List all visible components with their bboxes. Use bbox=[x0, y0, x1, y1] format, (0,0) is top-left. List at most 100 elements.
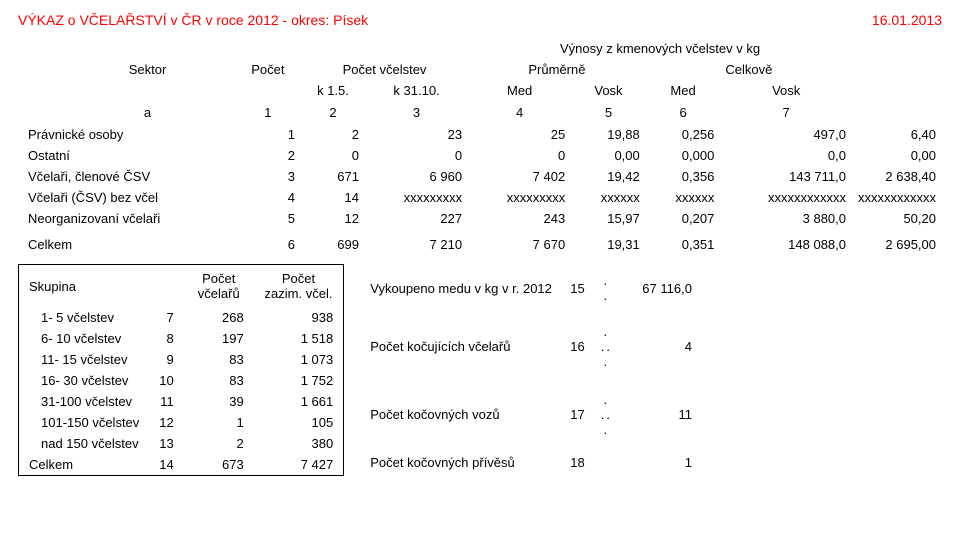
group-table: Skupina Počet včelařů Počet zazim. včel.… bbox=[18, 264, 344, 476]
cell: 7 427 bbox=[254, 454, 344, 476]
group-row: 11- 15 včelstev9831 073 bbox=[19, 349, 344, 370]
report-title: VÝKAZ o VČELAŘSTVÍ v ČR v roce 2012 - ok… bbox=[18, 12, 368, 28]
group-col-count: Počet včelařů bbox=[184, 265, 254, 308]
cell bbox=[593, 448, 620, 476]
cell: 7 bbox=[149, 307, 183, 328]
table-row: Včelaři, členové ČSV36716 9607 40219,420… bbox=[18, 166, 942, 187]
col-k3110: k 31.10. bbox=[365, 80, 468, 101]
cell: 3 bbox=[235, 166, 301, 187]
cell: 14 bbox=[149, 454, 183, 476]
group-row: 31-100 včelstev11391 661 bbox=[19, 391, 344, 412]
cell: 19,88 bbox=[571, 124, 646, 145]
group-row-label: 101-150 včelstev bbox=[19, 412, 150, 433]
cell: 1 bbox=[235, 101, 301, 124]
cell: 10 bbox=[149, 370, 183, 391]
cell: 15 bbox=[562, 264, 592, 312]
cell: 83 bbox=[184, 370, 254, 391]
total-label: Celkem bbox=[18, 229, 235, 260]
group-col-label: Skupina bbox=[19, 265, 184, 308]
group-row: 16- 30 včelstev10831 752 bbox=[19, 370, 344, 391]
cell: 6,40 bbox=[852, 124, 942, 145]
cell: 5 bbox=[571, 101, 646, 124]
stats-row: Vykoupeno medu v kg v r. 201215. .67 116… bbox=[362, 264, 700, 312]
cell: xxxxxxxxxxxx bbox=[720, 187, 852, 208]
row-label: Právnické osoby bbox=[18, 124, 235, 145]
cell: 12 bbox=[301, 208, 365, 229]
cell: 6 bbox=[646, 101, 721, 124]
cell: 0,000 bbox=[646, 145, 721, 166]
cell: 14 bbox=[301, 187, 365, 208]
cell: 2 bbox=[301, 124, 365, 145]
group-total-label: Celkem bbox=[19, 454, 150, 476]
cell: 699 bbox=[301, 229, 365, 260]
cell: 3 880,0 bbox=[720, 208, 852, 229]
row-label: Neorganizovaní včelaři bbox=[18, 208, 235, 229]
row-label: Včelaři, členové ČSV bbox=[18, 166, 235, 187]
cell: 148 088,0 bbox=[720, 229, 852, 260]
cell: 6 960 bbox=[365, 166, 468, 187]
col-avg: Průměrně bbox=[468, 59, 646, 80]
cell: 143 711,0 bbox=[720, 166, 852, 187]
cell: . . bbox=[593, 264, 620, 312]
cell: 0,00 bbox=[571, 145, 646, 166]
cell: xxxxxxxxx bbox=[468, 187, 571, 208]
cell: 380 bbox=[254, 433, 344, 454]
cell: 25 bbox=[468, 124, 571, 145]
stats-label: Počet kočovných přívěsů bbox=[362, 448, 562, 476]
cell: 18 bbox=[562, 448, 592, 476]
group-row-total: Celkem 14 673 7 427 bbox=[19, 454, 344, 476]
cell: 50,20 bbox=[852, 208, 942, 229]
cell: 19,42 bbox=[571, 166, 646, 187]
cell: 2 bbox=[184, 433, 254, 454]
cell: 0 bbox=[365, 145, 468, 166]
cell: a bbox=[60, 101, 235, 124]
cell: 11 bbox=[149, 391, 183, 412]
cell: 7 210 bbox=[365, 229, 468, 260]
cell: 12 bbox=[149, 412, 183, 433]
cell: . .. . bbox=[593, 380, 620, 448]
cell: 9 bbox=[149, 349, 183, 370]
stats-label: Vykoupeno medu v kg v r. 2012 bbox=[362, 264, 562, 312]
group-row: 101-150 včelstev121105 bbox=[19, 412, 344, 433]
col-med1: Med bbox=[468, 80, 571, 101]
row-label: Ostatní bbox=[18, 145, 235, 166]
cell: 6 bbox=[235, 229, 301, 260]
table-row: Právnické osoby12232519,880,256497,06,40 bbox=[18, 124, 942, 145]
group-row-label: 1- 5 včelstev bbox=[19, 307, 150, 328]
cell: 2 638,40 bbox=[852, 166, 942, 187]
col-sector: Sektor bbox=[60, 59, 235, 80]
cell: . .. . bbox=[593, 312, 620, 380]
group-row-label: nad 150 včelstev bbox=[19, 433, 150, 454]
row-label: Včelaři (ČSV) bez včel bbox=[18, 187, 235, 208]
cell: 17 bbox=[562, 380, 592, 448]
group-row: nad 150 včelstev132380 bbox=[19, 433, 344, 454]
cell: 0,207 bbox=[646, 208, 721, 229]
cell: 83 bbox=[184, 349, 254, 370]
yields-header: Výnosy z kmenových včelstev v kg bbox=[468, 38, 852, 59]
cell: xxxxxxxxx bbox=[365, 187, 468, 208]
col-total: Celkově bbox=[646, 59, 852, 80]
cell: 67 116,0 bbox=[620, 264, 700, 312]
table-row: Ostatní20000,000,0000,00,00 bbox=[18, 145, 942, 166]
group-row: 6- 10 včelstev81971 518 bbox=[19, 328, 344, 349]
cell: 0,00 bbox=[852, 145, 942, 166]
group-row: 1- 5 včelstev7268938 bbox=[19, 307, 344, 328]
cell: 16 bbox=[562, 312, 592, 380]
cell: 497,0 bbox=[720, 124, 852, 145]
cell: 243 bbox=[468, 208, 571, 229]
cell: 1 bbox=[620, 448, 700, 476]
col-count: Počet bbox=[235, 59, 301, 80]
cell: 3 bbox=[365, 101, 468, 124]
cell: 7 bbox=[720, 101, 852, 124]
cell: 5 bbox=[235, 208, 301, 229]
stats-label: Počet kočujících včelařů bbox=[362, 312, 562, 380]
cell: 0 bbox=[468, 145, 571, 166]
stats-row: Počet kočujících včelařů16. .. .4 bbox=[362, 312, 700, 380]
cell: 2 695,00 bbox=[852, 229, 942, 260]
stats-table: Vykoupeno medu v kg v r. 201215. .67 116… bbox=[362, 264, 700, 476]
cell: 1 518 bbox=[254, 328, 344, 349]
cell: 1 bbox=[184, 412, 254, 433]
group-header-row: Skupina Počet včelařů Počet zazim. včel. bbox=[19, 265, 344, 308]
report-header: VÝKAZ o VČELAŘSTVÍ v ČR v roce 2012 - ok… bbox=[18, 12, 942, 28]
cell: 2 bbox=[301, 101, 365, 124]
